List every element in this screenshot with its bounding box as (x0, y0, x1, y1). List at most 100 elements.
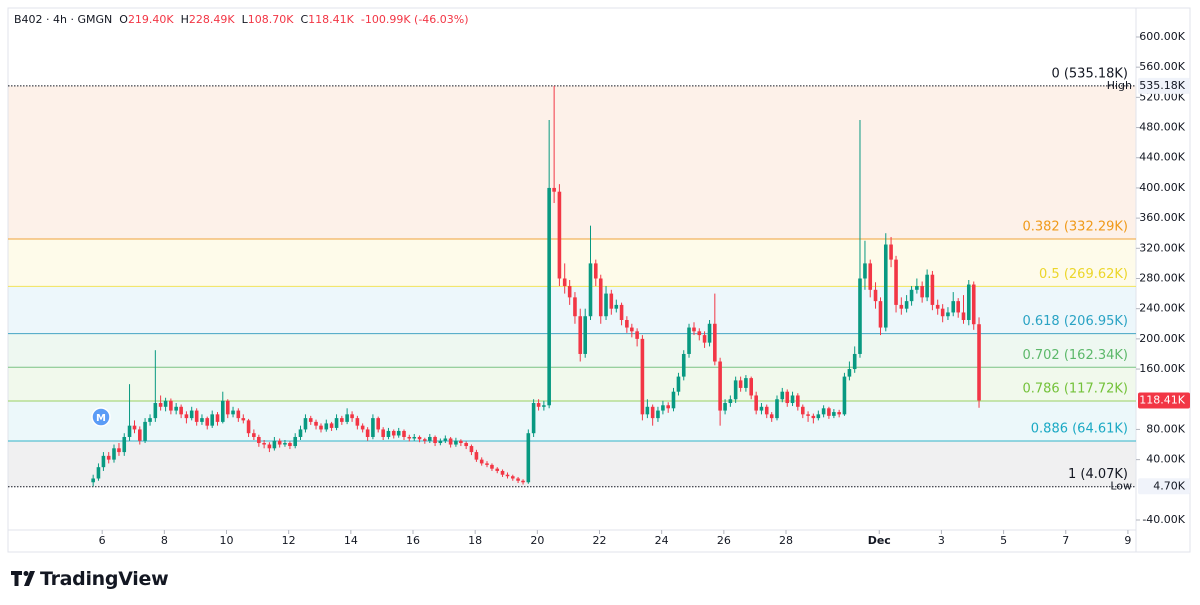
candle-body (557, 191, 562, 279)
candle-body (360, 425, 365, 430)
candle-body (713, 323, 717, 362)
x-tick-label: 20 (530, 534, 544, 547)
candle-body (619, 304, 624, 320)
price-tag-name: Low (1110, 479, 1132, 492)
fib-label: 0.786 (117.72K) (1022, 381, 1128, 396)
candle-body (899, 304, 904, 309)
candle-body (552, 187, 556, 192)
candle-body (132, 425, 137, 430)
candle-body (744, 378, 748, 388)
candle-body (759, 406, 764, 411)
ohlc-value: 228.49K (188, 13, 235, 26)
candle-body (702, 335, 707, 343)
candle-body (386, 430, 391, 437)
candle-body (106, 455, 111, 460)
candle-body (920, 286, 924, 298)
candle-body (542, 405, 546, 407)
candle-body (692, 327, 696, 332)
candle-body (454, 440, 458, 445)
candle-body (96, 467, 101, 479)
candle-body (769, 414, 774, 419)
candle-body (381, 429, 385, 437)
candle-body (319, 425, 323, 430)
candle-body (904, 301, 909, 309)
candle-body (780, 391, 785, 400)
candle-body (671, 391, 676, 409)
candle-body (516, 478, 520, 481)
candle-body (283, 443, 287, 445)
ohlc-value: 118.41K (308, 13, 354, 26)
candle-body (858, 278, 862, 354)
marker-label[interactable]: M (96, 413, 106, 424)
brand: TradingView (40, 568, 169, 590)
candle-body (246, 420, 251, 434)
price-tag (1138, 478, 1190, 495)
x-tick-label: 10 (220, 534, 234, 547)
candle-body (220, 400, 225, 422)
change: -100.99K (-46.03%) (360, 13, 469, 26)
candle-body (215, 414, 220, 422)
candle-body (267, 444, 272, 449)
price-tag (1138, 392, 1190, 409)
candle-body (308, 418, 313, 422)
candle-body (775, 399, 779, 419)
fib-band (8, 85, 1136, 240)
candle-body (117, 448, 121, 453)
fib-band (8, 333, 1136, 368)
symbol: B402 · 4h · GMGN (14, 13, 113, 26)
x-tick-label: 5 (1000, 534, 1007, 547)
candle-body (930, 274, 935, 305)
candle-body (396, 430, 401, 436)
candle-body (179, 406, 183, 415)
candle-body (935, 304, 940, 309)
candle-body (479, 459, 484, 464)
candle-body (588, 263, 593, 317)
candle-body (241, 418, 246, 421)
y-tick-label: 240.00K (1139, 302, 1185, 315)
candle-body (687, 327, 691, 354)
candle-body (676, 376, 681, 392)
candle-body (236, 410, 241, 419)
candle-body (490, 464, 494, 469)
candle-body (578, 316, 583, 354)
candle-body (189, 410, 194, 419)
candle-body (806, 414, 810, 416)
y-tick-label: 320.00K (1139, 241, 1185, 254)
candle-body (889, 244, 893, 260)
candle-body (583, 316, 588, 354)
marker-icon[interactable] (91, 407, 111, 427)
candle-body (443, 438, 448, 441)
candle-body (423, 439, 427, 441)
candle-body (464, 443, 468, 447)
candle-body (940, 308, 945, 317)
candle-body (645, 406, 650, 415)
candle-body (863, 263, 867, 279)
candle-body (796, 395, 800, 407)
x-tick-label: 9 (1124, 534, 1131, 547)
candle-body (148, 418, 152, 422)
candle-body (598, 278, 603, 317)
candle-body (91, 478, 95, 483)
candle-body (842, 376, 847, 415)
y-tick-label: 40.00K (1146, 453, 1185, 466)
y-tick-label: 280.00K (1139, 271, 1185, 284)
legend-header: B402 · 4h · GMGN O 219.40K H 228.49K L 108.70… (14, 13, 469, 26)
candle-body (573, 297, 577, 317)
y-tick-label: 560.00K (1139, 60, 1185, 73)
candle-body (593, 263, 598, 279)
candle-body (723, 403, 727, 411)
x-tick-label: 26 (717, 534, 731, 547)
candle-body (298, 429, 303, 437)
x-tick-label: 22 (593, 534, 607, 547)
candle-body (961, 312, 966, 320)
candle-body (894, 259, 898, 305)
candle-body (329, 423, 334, 428)
candle-body (878, 301, 883, 328)
fib-label: 0.618 (206.95K) (1022, 314, 1128, 329)
fib-band (8, 286, 1136, 334)
candle-body (635, 331, 639, 339)
candle-body (184, 414, 189, 419)
candle-body (371, 418, 375, 437)
candle-body (925, 274, 929, 298)
